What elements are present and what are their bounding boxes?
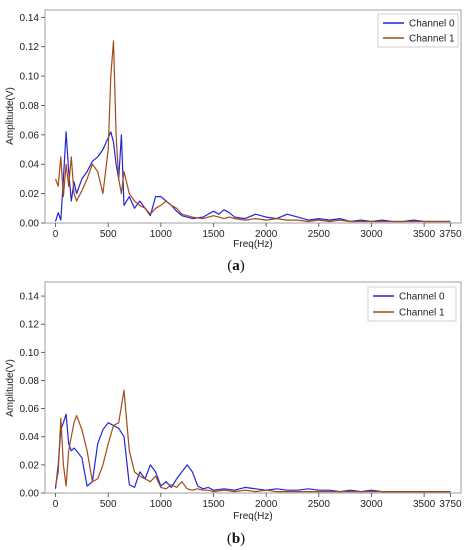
y-tick-label-b: 0.02 [20,460,40,471]
plot-frame-a [44,9,462,224]
x-tick-label-b: 1500 [202,499,225,510]
x-tick-label-b: 2000 [255,499,278,510]
caption-a: (a) [227,258,245,274]
y-tick-label-b: 0.10 [20,348,40,359]
y-tick-label-b: 0.00 [20,489,40,500]
x-axis-label-a: Freq(Hz) [233,239,272,250]
x-tick-label-b: 0 [53,499,59,510]
y-tick-label-a: 0.08 [20,101,40,112]
x-tick-label-b: 3750 [439,499,462,510]
legend-label-channel-1-b: Channel 1 [399,308,445,319]
series-group-a [54,40,451,223]
y-tick-label-b: 0.12 [20,320,40,331]
legend-box-b [367,286,457,322]
x-tick-label-b: 1000 [150,499,173,510]
x-axis-label-b: Freq(Hz) [233,511,272,522]
legend-label-channel-1-a: Channel 1 [409,34,455,45]
series-line-channel-0-b [54,413,451,493]
y-tick-label-a: 0.04 [20,160,40,171]
legend-box-a [377,13,459,48]
axes-b: 0 500 1000 1500 2000 2500 3000 3500 3750 0.00 0.02… [20,292,462,510]
x-tick-label-a: 3000 [360,229,383,240]
x-tick-label-b: 500 [100,499,117,510]
x-tick-label-a: 2500 [308,229,331,240]
y-tick-label-b: 0.04 [20,432,40,443]
x-tick-label-a: 1500 [202,229,225,240]
series-line-channel-1-b [54,389,451,493]
legend-label-channel-0-a: Channel 0 [409,19,455,30]
x-tick-label-a: 3750 [439,229,462,240]
y-tick-label-b: 0.06 [20,404,40,415]
y-tick-label-b: 0.14 [20,292,40,303]
x-tick-label-a: 0 [53,229,59,240]
caption-b: (b) [227,531,245,547]
y-tick-label-a: 0.00 [20,219,40,230]
y-tick-label-a: 0.14 [20,13,40,24]
x-tick-label-a: 500 [100,229,117,240]
axes-a: 0 500 1000 1500 2000 2500 3000 3500 3750 0.00 0.02… [20,13,462,240]
series-group-b [54,389,451,493]
y-tick-label-a: 0.02 [20,189,40,200]
y-tick-label-a: 0.10 [20,72,40,83]
y-axis-label-b: Amplitude(V) [5,359,16,417]
y-axis-label-a: Amplitude(V) [5,87,16,145]
series-line-channel-1-a [54,40,451,223]
x-tick-label-a: 2000 [255,229,278,240]
y-tick-label-a: 0.12 [20,42,40,53]
x-tick-label-b: 3500 [413,499,436,510]
series-line-channel-0-a [54,131,451,223]
legend-label-channel-0-b: Channel 0 [399,292,445,303]
y-tick-label-a: 0.06 [20,130,40,141]
panel-a: 0 500 1000 1500 2000 2500 3000 3500 3750 0.00 0.02… [5,9,462,274]
x-tick-label-a: 1000 [150,229,173,240]
y-tick-label-b: 0.08 [20,376,40,387]
plot-frame-b [44,281,462,494]
legend-b: Channel 0 Channel 1 [367,286,457,322]
panel-b: 0 500 1000 1500 2000 2500 3000 3500 3750 0.00 0.02… [5,281,462,547]
x-tick-label-b: 3000 [360,499,383,510]
x-tick-label-a: 3500 [413,229,436,240]
legend-a: Channel 0 Channel 1 [377,13,459,48]
x-tick-label-b: 2500 [308,499,331,510]
